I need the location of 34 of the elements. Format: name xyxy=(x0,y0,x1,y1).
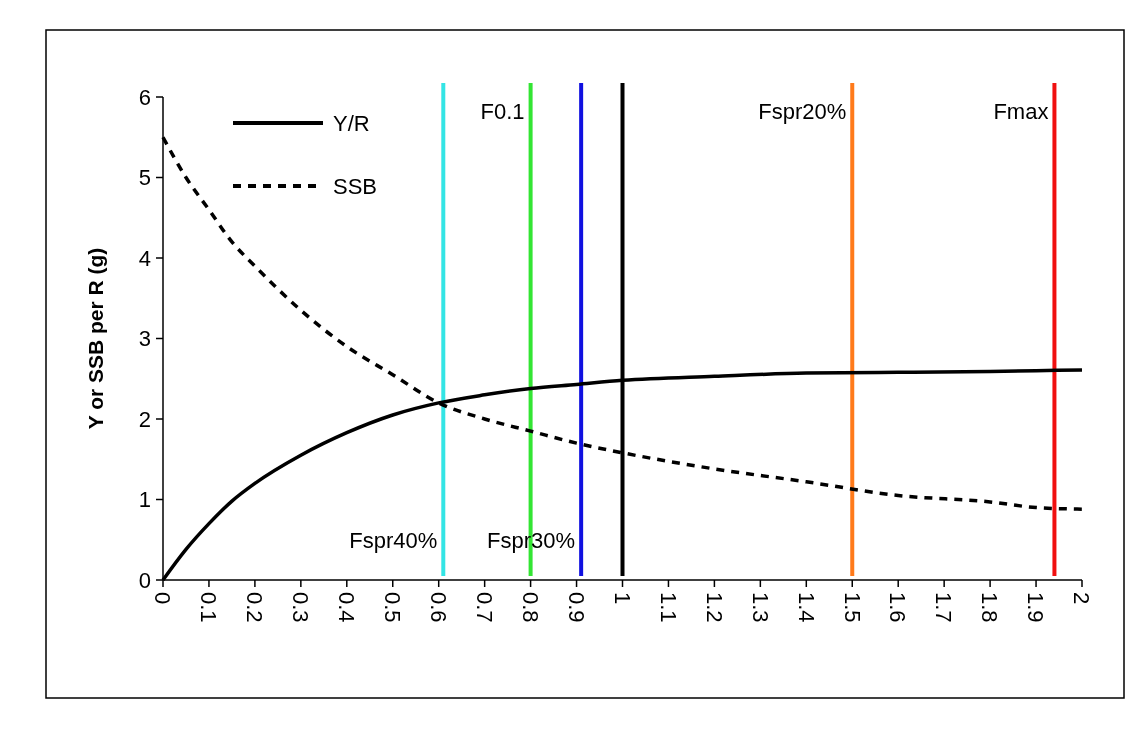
x-tick-label: 0.7 xyxy=(471,592,497,623)
x-tick-label: 1.8 xyxy=(977,592,1003,623)
x-tick-label: 1.3 xyxy=(747,592,773,623)
ref-line-label: F0.1 xyxy=(480,98,525,124)
legend-label: SSB xyxy=(333,173,378,199)
y-tick-label: 3 xyxy=(138,326,151,352)
x-tick-label: 1.7 xyxy=(931,592,957,623)
x-tick-label: 0.5 xyxy=(380,592,406,623)
x-tick-label: 1.4 xyxy=(793,592,819,623)
x-tick-label: 0.8 xyxy=(517,592,543,623)
y-tick-label: 5 xyxy=(138,165,151,191)
legend-label: Y/R xyxy=(333,110,370,136)
ref-line-label: Fspr20% xyxy=(758,98,847,124)
y-tick-label: 2 xyxy=(138,406,151,432)
y-tick-label: 6 xyxy=(138,84,151,110)
x-tick-label: 0.4 xyxy=(334,592,360,623)
x-tick-label: 1.6 xyxy=(885,592,911,623)
x-tick-label: 1.9 xyxy=(1023,592,1049,623)
y-axis-title: Y or SSB per R (g) xyxy=(84,247,107,430)
x-tick-label: 0.1 xyxy=(196,592,222,623)
x-tick-label: 0.6 xyxy=(426,592,451,623)
ref-line-label: Fspr40% xyxy=(349,527,438,553)
x-tick-label: 2 xyxy=(1069,592,1095,605)
y-tick-label: 4 xyxy=(138,245,151,271)
ref-line-label: Fmax xyxy=(993,98,1049,124)
x-tick-label: 1 xyxy=(609,592,635,605)
x-tick-label: 0.2 xyxy=(242,592,268,623)
x-tick-label: 1.1 xyxy=(655,592,681,623)
x-tick-label: 0.9 xyxy=(563,592,589,623)
x-tick-label: 1.5 xyxy=(839,592,865,623)
x-tick-label: 0 xyxy=(150,592,176,605)
x-tick-label: 0.3 xyxy=(288,592,314,623)
y-tick-label: 1 xyxy=(138,487,151,513)
x-tick-label: 1.2 xyxy=(701,592,727,623)
